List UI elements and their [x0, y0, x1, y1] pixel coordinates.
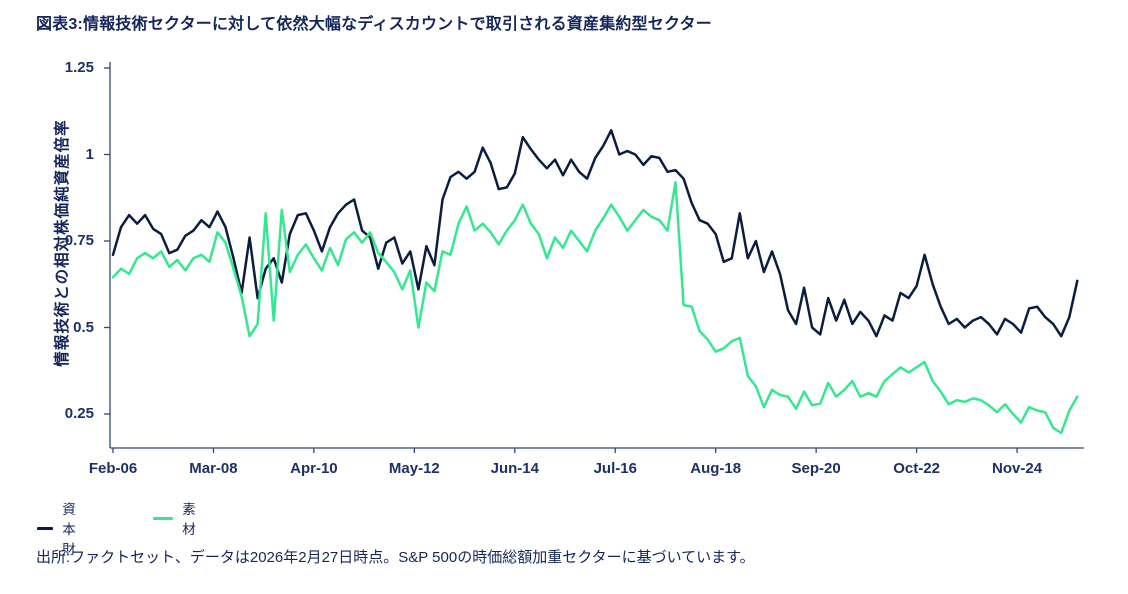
x-tick-label: Apr-10 — [290, 460, 338, 477]
x-tick-label: May-12 — [388, 460, 440, 477]
legend-label-capital-goods: 資本財 — [62, 502, 76, 557]
series-line-capital-goods — [111, 129, 1079, 338]
legend-item-materials: 素材 — [153, 498, 203, 538]
x-tick-label: Oct-22 — [893, 460, 940, 477]
source-note: 出所:ファクトセット、データは2026年2月27日時点。S&P 500の時価総額… — [36, 549, 755, 566]
x-tick-label: Sep-20 — [791, 460, 841, 477]
y-tick-label: 1 — [85, 145, 94, 163]
series-line-materials — [111, 180, 1079, 435]
x-tick-label: Aug-18 — [690, 460, 742, 477]
x-tick-label: Jul-16 — [593, 460, 637, 477]
legend-item-capital-goods: 資本財 — [37, 498, 87, 558]
x-tick-label: Feb-06 — [88, 460, 138, 477]
y-tick-label: 0.25 — [64, 405, 94, 422]
x-tick-label: Mar-08 — [189, 460, 238, 477]
x-tick-label: Jun-14 — [490, 460, 539, 477]
x-tick-label: Nov-24 — [992, 460, 1043, 477]
y-tick-label: 0.75 — [64, 232, 94, 249]
legend-swatch-materials — [153, 516, 174, 520]
plot-area — [104, 62, 1084, 453]
legend-label-materials: 素材 — [182, 502, 196, 537]
y-tick-label: 0.5 — [73, 318, 94, 336]
chart-title: 図表3:情報技術セクターに対して依然大幅なディスカウントで取引される資産集約型セ… — [36, 16, 712, 33]
y-tick-label: 1.25 — [64, 59, 94, 76]
legend-swatch-capital-goods — [37, 526, 54, 530]
